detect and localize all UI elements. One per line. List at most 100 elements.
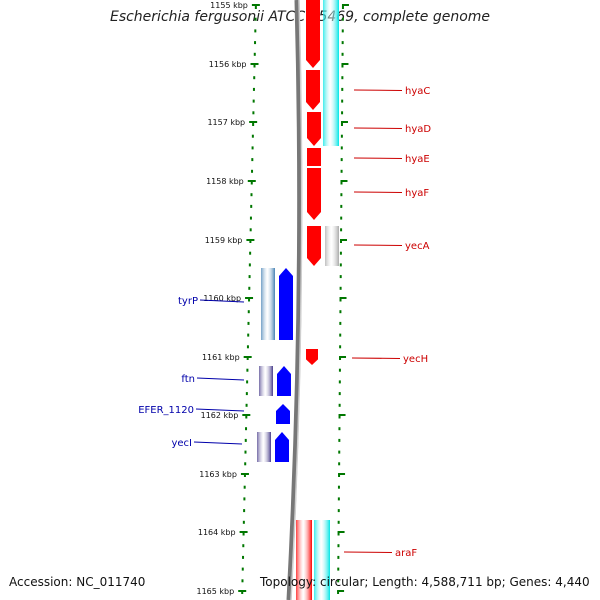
backbone-highlight	[290, 0, 303, 600]
right-rail-dot	[341, 87, 344, 91]
major-tick-left	[239, 531, 248, 533]
right-rail-dot	[340, 158, 343, 162]
tick-label: 1164 kbp	[198, 528, 236, 537]
major-tick-left	[251, 4, 260, 6]
tick-label: 1158 kbp	[206, 177, 244, 186]
left-rail-dot	[243, 474, 246, 477]
left-rail-dot	[246, 368, 249, 372]
left-rail-dot	[246, 345, 249, 349]
right-rail-dot	[337, 579, 340, 583]
left-rail-dot	[241, 591, 244, 594]
right-rail-dot	[338, 474, 341, 477]
left-rail-dot	[247, 333, 250, 337]
left-rail-dot	[252, 111, 255, 115]
cds-forward-hyaC	[306, 70, 320, 110]
major-tick-right	[340, 180, 348, 182]
right-rail-dot	[340, 134, 343, 138]
left-rail-dot	[253, 52, 256, 56]
left-rail-dot	[244, 450, 247, 454]
left-rail-dot	[254, 41, 257, 45]
right-rail-dot	[337, 485, 340, 489]
major-tick-right	[338, 414, 346, 416]
genome-summary-text: Topology: circular; Length: 4,588,711 bp…	[260, 575, 590, 589]
major-tick-left	[247, 180, 256, 182]
major-tick-right	[339, 356, 347, 358]
gene-label-yecA: yecA	[405, 241, 430, 252]
left-rail-dot	[253, 64, 256, 68]
right-rail-dot	[340, 216, 343, 220]
left-rail-dot	[249, 240, 252, 243]
right-rail-dot	[340, 193, 343, 197]
left-rail-dot	[242, 544, 245, 548]
right-rail-dot	[337, 520, 340, 524]
left-rail-dot	[254, 6, 257, 9]
cds-forward-hyaD	[307, 112, 321, 146]
major-tick-left	[240, 473, 249, 475]
major-tick-right	[337, 590, 345, 592]
tick-label: 1159 kbp	[205, 236, 243, 245]
gene-label-araF: araF	[395, 548, 417, 559]
right-rail-dot	[340, 123, 343, 126]
gene-label-EFER_1120: EFER_1120	[138, 405, 194, 416]
left-rail-dot	[241, 579, 244, 583]
right-rail-dot	[341, 76, 344, 80]
right-rail-dot	[338, 450, 341, 454]
tick-label: 1165 kbp	[197, 587, 235, 596]
gene-label-ftn: ftn	[181, 374, 195, 385]
right-rail-dot	[339, 345, 342, 349]
right-rail-dot	[337, 567, 340, 571]
tick-label: 1163 kbp	[199, 470, 237, 479]
right-rail-dot	[338, 380, 341, 384]
left-rail-dot	[251, 134, 254, 138]
left-rail-dot	[246, 380, 249, 384]
accession-text: Accession: NC_011740	[9, 575, 146, 589]
cds-forward-yecH	[306, 349, 318, 365]
right-rail-dot	[339, 357, 342, 360]
cds-reverse-tyrP	[279, 268, 293, 340]
scale-ticks: 1155 kbp 1156 kbp 1157 kbp 1158 kbp 1159 kbp…	[197, 1, 349, 596]
steelblue-feature-tyrP	[261, 268, 275, 340]
right-rail-dot	[341, 52, 344, 56]
right-rail-dot	[337, 591, 340, 594]
right-rail-dot	[338, 427, 341, 431]
darkslate-feature-yecI	[257, 432, 271, 462]
left-rail-dot	[243, 485, 246, 489]
left-rail-dot	[251, 169, 254, 173]
left-rail-dot	[243, 509, 246, 513]
cds-reverse-ftn	[277, 366, 291, 396]
tick-label: 1160 kbp	[203, 294, 241, 303]
major-tick-right	[341, 63, 349, 65]
left-rail-dot	[243, 497, 246, 501]
right-rail-dot	[339, 251, 342, 255]
major-tick-left	[242, 414, 251, 416]
gene-label-line	[199, 299, 245, 303]
left-rail-dot	[248, 298, 251, 302]
gene-label-hyaD: hyaD	[405, 124, 431, 135]
right-rail-dot	[341, 99, 344, 103]
feature-blocks	[257, 0, 339, 600]
left-rail-dot	[252, 87, 255, 91]
cds-forward-hyaE	[307, 148, 321, 166]
gene-label-hyaC: hyaC	[405, 86, 430, 97]
left-rail-dot	[249, 228, 252, 232]
right-rail-dot	[341, 111, 344, 115]
cyan-feature-block	[323, 0, 339, 146]
right-rail-dot	[340, 146, 343, 150]
major-tick-left	[249, 121, 258, 123]
left-rail-dot	[251, 146, 254, 150]
right-rail-dot	[338, 403, 341, 407]
right-rail-dot	[338, 438, 341, 442]
right-rail-dot	[341, 41, 344, 45]
left-rail-dot	[250, 193, 253, 197]
major-tick-right	[339, 297, 347, 299]
left-rail-dot	[248, 286, 251, 290]
right-rail-dot	[337, 555, 340, 559]
cyan-feature-araF	[314, 520, 330, 600]
major-tick-right	[341, 4, 349, 6]
gray-feature-yecA	[325, 226, 339, 266]
major-tick-left	[245, 297, 254, 299]
gene-label-line	[343, 551, 393, 553]
gene-label-line	[351, 357, 401, 359]
gene-label-hyaF: hyaF	[405, 188, 429, 199]
